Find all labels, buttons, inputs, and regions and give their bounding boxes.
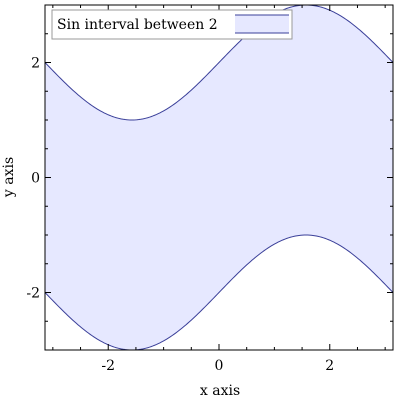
- x-axis-label: x axis: [200, 383, 240, 399]
- interval-fill: [45, 5, 393, 350]
- x-tick-label: 2: [325, 358, 334, 374]
- y-axis-label: y axis: [1, 157, 17, 198]
- axes: -2 0 2 -2 0 2: [26, 4, 394, 374]
- plot-area: [44, 4, 394, 351]
- x-tick-label: -2: [101, 358, 115, 374]
- y-tick-label: 0: [31, 171, 40, 187]
- axis-labels: x axis y axis: [1, 157, 240, 399]
- y-tick-label: -2: [26, 286, 40, 302]
- x-tick-label: 0: [215, 358, 224, 374]
- upper-bound-line: [44, 4, 394, 121]
- legend-label: Sin interval between 2: [57, 17, 218, 33]
- legend-swatch: [235, 15, 289, 33]
- legend: Sin interval between 2: [51, 9, 293, 40]
- lower-bound-line: [44, 234, 394, 351]
- y-tick-label: 2: [31, 56, 40, 72]
